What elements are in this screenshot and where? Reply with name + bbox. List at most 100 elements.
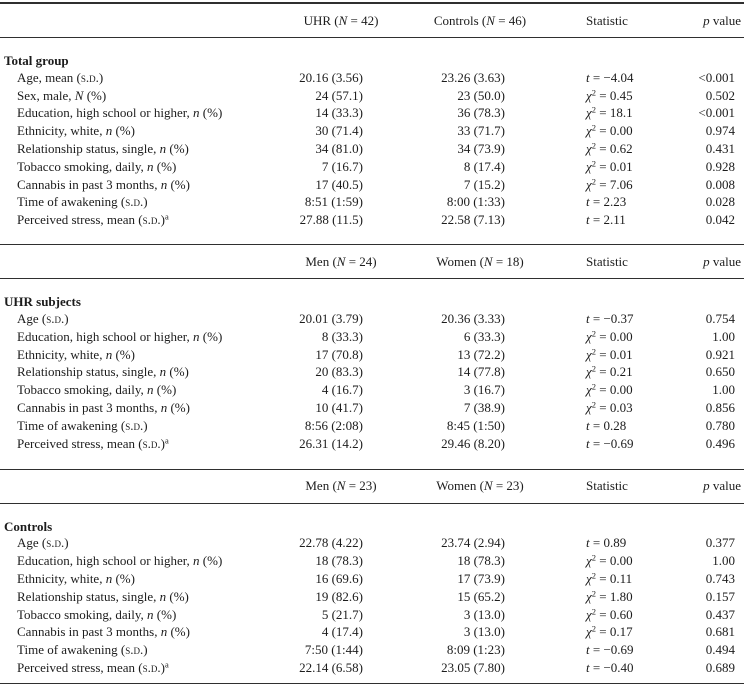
p-value: 0.856 xyxy=(705,400,735,416)
text-segment: Education, high school or higher, xyxy=(17,328,194,344)
statistic-value: χ2 = 0.62 xyxy=(537,140,655,158)
text-segment: χ xyxy=(586,624,592,640)
row-label: Ethnicity, white, n (%) xyxy=(0,570,285,588)
spacer-cell xyxy=(0,453,744,470)
text-segment: n xyxy=(105,346,113,362)
superscript-text: 2 xyxy=(591,104,596,115)
text-segment: n xyxy=(159,141,167,157)
table-row: Ethnicity, white, n (%) 17 (70.8) 13 (72.2… xyxy=(0,346,744,364)
column-header: Women (N = 18) xyxy=(397,244,537,280)
statistic-value: t = −4.04 xyxy=(537,69,655,87)
section-title: UHR subjects xyxy=(4,294,81,310)
column-header: Men (N = 24) xyxy=(285,244,397,280)
text-segment: N xyxy=(338,12,348,28)
p-value: 0.689 xyxy=(705,660,735,676)
text-segment: (%) xyxy=(166,588,189,604)
statistic-value: χ2 = 0.11 xyxy=(537,570,655,588)
text-segment: Cannabis in past 3 months, xyxy=(17,400,161,416)
row-label: Ethnicity, white, n (%) xyxy=(0,346,285,364)
statistic-value: t = 0.28 xyxy=(537,417,655,435)
text-segment: Time of awakening ( xyxy=(17,194,126,210)
text-segment: = 0.01 xyxy=(595,158,633,174)
group2-value: 20.36 (3.33) xyxy=(441,311,505,327)
table-row: Age (s.d.) 20.01 (3.79) 20.36 (3.33) t = −0… xyxy=(0,310,744,328)
text-segment: s.d. xyxy=(125,642,144,658)
text-segment: χ xyxy=(586,553,592,569)
table-row: Tobacco smoking, daily, n (%) 7 (16.7) 8 (… xyxy=(0,158,744,176)
group1-value: 17 (70.8) xyxy=(315,346,363,362)
text-segment: t xyxy=(586,642,590,658)
group2-value: 22.58 (7.13) xyxy=(441,212,505,228)
group2-value: 23.74 (2.94) xyxy=(441,535,505,551)
spacer-row xyxy=(0,503,744,519)
text-segment: = 0.00 xyxy=(595,382,633,398)
table-row: Time of awakening (s.d.) 7:50 (1:44) 8:09 … xyxy=(0,641,744,659)
statistic-value: χ2 = 1.80 xyxy=(537,588,655,606)
spacer-cell xyxy=(0,503,744,519)
column-header: Women (N = 23) xyxy=(397,468,537,504)
text-segment: n xyxy=(147,158,154,174)
text-segment: n xyxy=(105,123,113,139)
superscript-text: 2 xyxy=(591,570,596,581)
text-segment: (%) xyxy=(199,328,223,344)
table-row: Relationship status, single, n (%) 20 (83… xyxy=(0,364,744,382)
group2-value: 7 (15.2) xyxy=(463,176,505,192)
row-label: Relationship status, single, n (%) xyxy=(0,588,285,606)
text-segment: = −4.04 xyxy=(589,69,634,85)
statistic-value: χ2 = 0.00 xyxy=(537,122,655,140)
text-segment: n xyxy=(160,400,168,416)
group1-value: 19 (82.6) xyxy=(315,588,363,604)
corner-cell xyxy=(0,468,285,504)
row-label: Cannabis in past 3 months, n (%) xyxy=(0,624,285,642)
column-header: Statistic xyxy=(537,3,655,38)
text-segment: Ethnicity, white, xyxy=(17,571,106,587)
group2-value: 3 (13.0) xyxy=(463,624,505,640)
text-segment: ) xyxy=(98,69,104,85)
spacer-cell xyxy=(0,677,744,684)
group2-value: 23.05 (7.80) xyxy=(441,660,505,676)
text-segment: s.d. xyxy=(142,212,161,228)
p-value: 0.377 xyxy=(705,535,735,551)
text-segment: = 2.11 xyxy=(589,212,626,228)
table-row: Education, high school or higher, n (%) 1… xyxy=(0,552,744,570)
statistic-value: t = −0.40 xyxy=(537,659,655,677)
column-header: p value xyxy=(655,244,744,280)
row-label: Ethnicity, white, n (%) xyxy=(0,122,285,140)
group1-value: 5 (21.7) xyxy=(321,606,363,622)
row-label: Education, high school or higher, n (%) xyxy=(0,328,285,346)
text-segment: Age ( xyxy=(17,311,47,327)
table-row: Age (s.d.) 22.78 (4.22) 23.74 (2.94) t = 0.… xyxy=(0,535,744,553)
text-segment: (%) xyxy=(166,141,189,157)
text-segment: (%) xyxy=(83,87,107,103)
group2-value: 7 (38.9) xyxy=(463,400,505,416)
text-segment: = 0.45 xyxy=(595,87,633,103)
table-section: Men (N = 24) Women (N = 18) Statistic p val… xyxy=(0,244,744,470)
superscript-text: 2 xyxy=(591,588,596,599)
group1-value: 20 (83.3) xyxy=(315,364,363,380)
text-segment: p xyxy=(703,478,710,494)
text-segment: Age, mean ( xyxy=(17,69,81,85)
text-segment: ) xyxy=(143,194,148,210)
table-row: Cannabis in past 3 months, n (%) 10 (41.7… xyxy=(0,399,744,417)
group1-value: 8:51 (1:59) xyxy=(304,194,363,210)
text-segment: = 0.00 xyxy=(595,553,633,569)
group2-value: 14 (77.8) xyxy=(457,364,505,380)
text-segment: (%) xyxy=(112,346,135,362)
text-segment: n xyxy=(193,105,200,121)
text-segment: = 0.62 xyxy=(595,141,633,157)
text-segment: Ethnicity, white, xyxy=(17,346,106,362)
p-value: 0.780 xyxy=(705,417,735,433)
text-segment: = 2.23 xyxy=(589,194,627,210)
row-label: Sex, male, N (%) xyxy=(0,87,285,105)
table-row: Cannabis in past 3 months, n (%) 4 (17.4)… xyxy=(0,624,744,642)
row-label: Time of awakening (s.d.) xyxy=(0,641,285,659)
group1-value: 24 (57.1) xyxy=(315,87,363,103)
spacer-cell xyxy=(0,229,744,245)
text-segment: χ xyxy=(586,346,592,362)
text-segment: (%) xyxy=(167,176,190,192)
superscript-text: 2 xyxy=(591,140,596,151)
text-segment: = 0.89 xyxy=(589,535,627,551)
statistic-value: χ2 = 0.00 xyxy=(537,552,655,570)
superscript-text: 2 xyxy=(591,328,596,339)
superscript-text: 2 xyxy=(591,158,596,169)
